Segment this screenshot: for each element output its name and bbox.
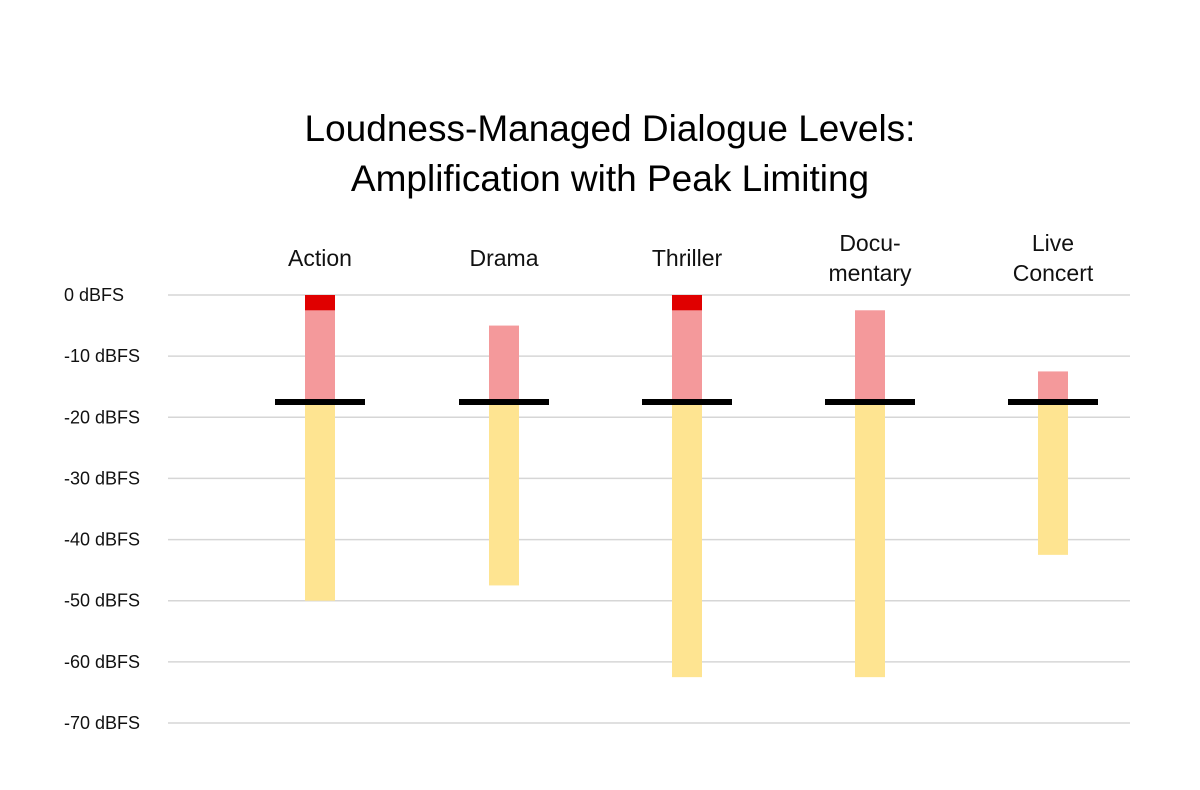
bars — [275, 295, 1098, 678]
bar-below-dialogue — [855, 402, 885, 678]
category-label: Action — [288, 245, 352, 271]
y-tick-label: -30 dBFS — [64, 468, 140, 488]
y-tick-label: -10 dBFS — [64, 346, 140, 366]
bar-above-dialogue — [1038, 371, 1068, 402]
y-tick-label: -50 dBFS — [64, 591, 140, 611]
bar-below-dialogue — [305, 402, 335, 601]
y-tick-label: -60 dBFS — [64, 652, 140, 672]
bar-below-dialogue — [1038, 402, 1068, 555]
bar-above-dialogue — [305, 295, 335, 402]
category-labels: Action Drama Thriller Docu-mentary Live Conce… — [288, 230, 1094, 286]
y-tick-label: 0 dBFS — [64, 285, 124, 305]
bar-above-dialogue — [855, 310, 885, 402]
category-label: Concert — [1013, 260, 1094, 286]
category-label: Docu- — [839, 230, 900, 256]
y-axis-tick-labels: 0 dBFS -10 dBFS -20 dBFS -30 dBFS -40 dBFS -5… — [64, 285, 140, 733]
y-tick-label: -70 dBFS — [64, 713, 140, 733]
bar-peak-limited — [305, 295, 335, 311]
bar-below-dialogue — [489, 402, 519, 586]
y-tick-label: -20 dBFS — [64, 407, 140, 427]
category-label: Thriller — [652, 245, 723, 271]
chart-title-line-1: Loudness-Managed Dialogue Levels: — [305, 108, 916, 149]
bar-above-dialogue — [489, 325, 519, 402]
chart-title-line-2: Amplification with Peak Limiting — [351, 158, 869, 199]
category-label: Live — [1032, 230, 1074, 256]
category-label: mentary — [828, 260, 912, 286]
bar-above-dialogue — [672, 295, 702, 402]
bar-below-dialogue — [672, 402, 702, 678]
category-label: Drama — [469, 245, 538, 271]
bar-peak-limited — [672, 295, 702, 311]
y-tick-label: -40 dBFS — [64, 530, 140, 550]
